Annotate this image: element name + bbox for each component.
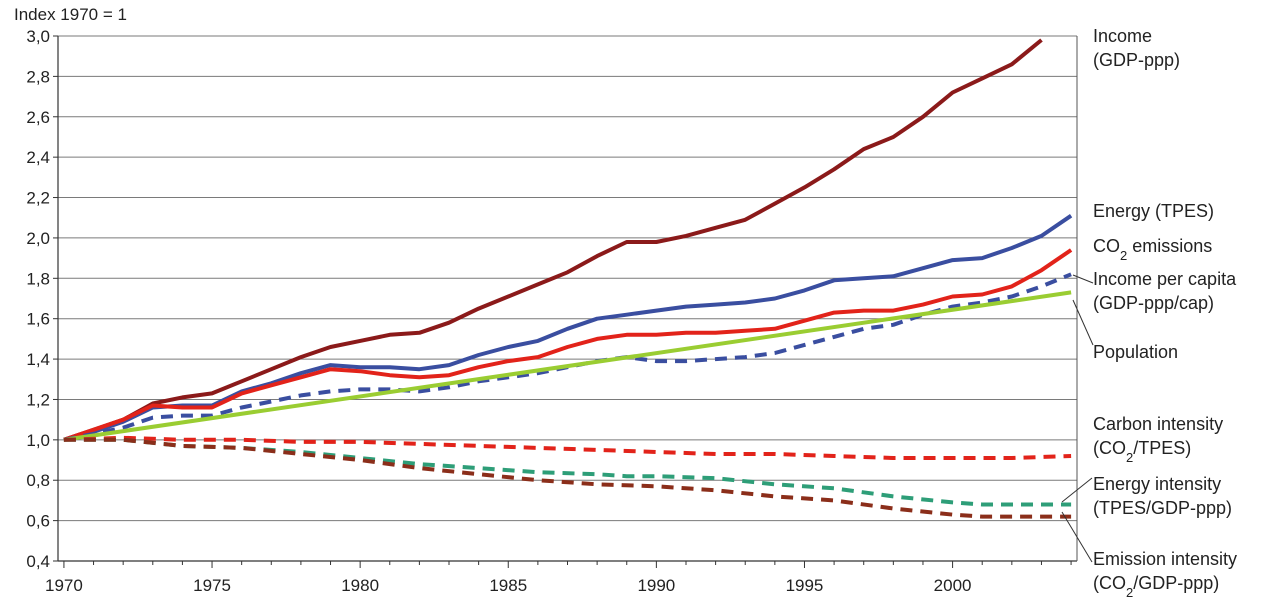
series-label-5-line-0: Carbon intensity [1093, 414, 1223, 434]
y-tick-label: 2,2 [26, 189, 50, 208]
series-label-1-line-0: Energy (TPES) [1093, 201, 1214, 221]
axes: 0,4 0,6 0,8 1,0 1,2 1,4 1,6 1,8 2,0 2,2 2,4 2,6 2,8 3… [26, 27, 1078, 595]
y-tick-label: 2,8 [26, 67, 50, 86]
x-tick-label: 2000 [934, 576, 972, 595]
y-tick-label: 1,6 [26, 310, 50, 329]
series-line-7 [63, 437, 1072, 519]
y-axis-unit-label: Index 1970 = 1 [14, 5, 127, 24]
series-label-3-line-0: Income per capita [1093, 269, 1237, 289]
series-label-7-line-1: (CO2/GDP-ppp) [1093, 573, 1219, 600]
y-tick-label: 0,4 [26, 552, 50, 571]
series-label-3-line-1: (GDP-ppp/cap) [1093, 293, 1214, 313]
series-label-6-line-1: (TPES/GDP-ppp) [1093, 498, 1232, 518]
series-label-leader-3 [1072, 274, 1094, 284]
series-label-leader-4 [1072, 299, 1094, 346]
x-tick-label: 1980 [341, 576, 379, 595]
series-label-6-line-0: Energy intensity [1093, 474, 1221, 494]
series-label-0-line-0: Income [1093, 26, 1152, 46]
series-line-0 [63, 38, 1043, 442]
series-label-0-line-1: (GDP-ppp) [1093, 50, 1180, 70]
gridlines [58, 35, 1077, 562]
y-tick-label: 2,4 [26, 148, 50, 167]
series-line-4 [63, 290, 1072, 442]
y-tick-label: 3,0 [26, 27, 50, 46]
y-tick-label: 0,6 [26, 512, 50, 531]
y-tick-label: 1,2 [26, 390, 50, 409]
x-tick-label: 1990 [637, 576, 675, 595]
x-tick-label: 1995 [786, 576, 824, 595]
x-tick-label: 1970 [45, 576, 83, 595]
x-tick-label: 1975 [193, 576, 231, 595]
series-label-leader-7 [1061, 511, 1093, 563]
y-tick-label: 1,8 [26, 269, 50, 288]
series-label-4-line-0: Population [1093, 342, 1178, 362]
series-label-7-line-0: Emission intensity [1093, 549, 1237, 569]
series-label-leader-6 [1061, 477, 1093, 503]
series-line-2 [63, 248, 1073, 442]
series-lines [63, 38, 1073, 519]
y-tick-label: 0,8 [26, 471, 50, 490]
series-label-5-line-1: (CO2/TPES) [1093, 438, 1191, 465]
y-tick-label: 1,4 [26, 350, 50, 369]
series-line-3 [63, 272, 1072, 442]
y-tick-label: 2,6 [26, 108, 50, 127]
series-labels: Income (GDP-ppp) Energy (TPES) CO2 emission… [1061, 26, 1237, 600]
y-tick-label: 1,0 [26, 431, 50, 450]
x-tick-label: 1985 [489, 576, 527, 595]
series-line-5 [63, 435, 1072, 460]
series-label-2-line-0: CO2 emissions [1093, 236, 1212, 263]
y-tick-label: 2,0 [26, 229, 50, 248]
